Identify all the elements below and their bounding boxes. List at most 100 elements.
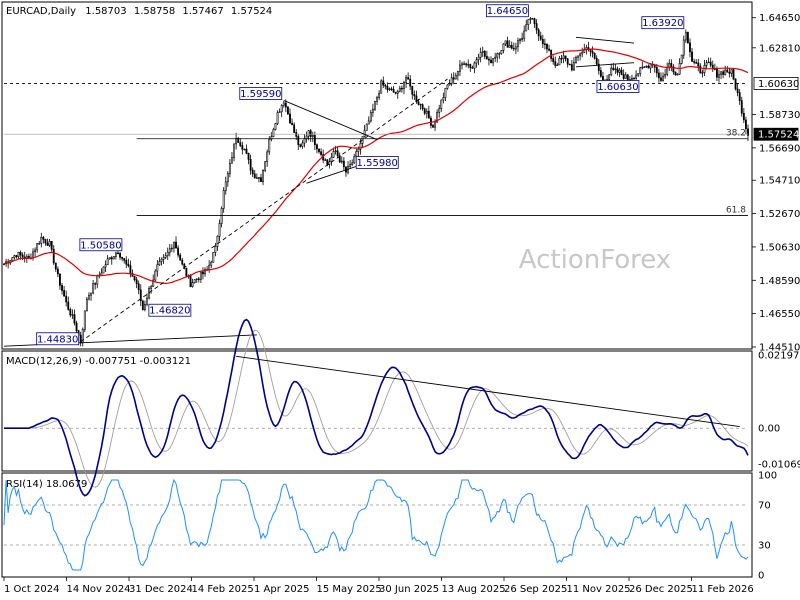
- candle-body: [376, 97, 378, 102]
- candle-body: [693, 61, 696, 63]
- candle-body: [469, 64, 472, 68]
- candle-body: [575, 56, 577, 63]
- ohlc-low: 1.57467: [182, 6, 223, 17]
- candle-body: [301, 142, 304, 147]
- annotation-box: [79, 238, 123, 252]
- candle-body: [620, 69, 623, 75]
- candle-body: [148, 288, 150, 299]
- candle-body: [369, 112, 372, 122]
- candle-body: [114, 252, 117, 257]
- candle-body: [718, 74, 720, 78]
- price-overlays: 38.2 61.8 1.64650 1.63920 1.59590 1.60630 1.55…: [3, 4, 748, 347]
- candle-body: [160, 259, 163, 262]
- candle-body: [450, 77, 453, 84]
- candle-body: [614, 68, 617, 71]
- candle-body: [434, 121, 436, 128]
- date-tick-label: 11 Feb 2026: [692, 584, 754, 595]
- candle-body: [262, 170, 264, 182]
- candle-body: [170, 247, 173, 250]
- candle-body: [386, 85, 389, 90]
- candle-body: [69, 309, 72, 316]
- candle-body: [519, 39, 521, 42]
- candle-body: [705, 62, 708, 66]
- candle-body: [535, 23, 538, 31]
- candle-body: [546, 43, 548, 50]
- candle-body: [135, 279, 138, 285]
- candle-body: [260, 177, 262, 182]
- annotation-label: 1.44830: [37, 334, 78, 345]
- candle-body: [682, 39, 685, 56]
- candle-body: [297, 136, 300, 145]
- candle-body: [649, 63, 652, 69]
- candle-body: [514, 46, 517, 50]
- candle-body: [490, 59, 492, 64]
- candle-body: [282, 102, 285, 106]
- ohlc-close: 1.57524: [231, 6, 272, 17]
- candle-body: [320, 151, 323, 155]
- candle-body: [195, 278, 198, 280]
- candle-body: [63, 290, 66, 297]
- candle-body: [378, 92, 381, 98]
- candle-body: [676, 73, 679, 76]
- candle-body: [624, 74, 627, 79]
- candle-body: [626, 74, 629, 81]
- candle-body: [371, 108, 374, 113]
- candle-body: [398, 87, 401, 92]
- date-tick-label: 26 Sep 2025: [504, 584, 567, 595]
- candle-body: [541, 38, 544, 45]
- candle-body: [216, 236, 219, 247]
- candle-body: [44, 239, 47, 244]
- rsi-tick-label: 100: [758, 471, 777, 482]
- candle-body: [436, 112, 439, 123]
- candle-body: [722, 71, 725, 75]
- candle-body: [728, 71, 731, 74]
- candle-body: [742, 112, 745, 121]
- candle-body: [392, 89, 395, 93]
- candle-body: [19, 252, 22, 256]
- ohlc-high: 1.58758: [134, 6, 175, 17]
- candle-body: [293, 124, 296, 133]
- candle-body: [158, 261, 161, 266]
- candle-body: [152, 279, 155, 287]
- candle-body: [446, 84, 449, 89]
- candle-body: [442, 97, 445, 101]
- candle-body: [382, 80, 385, 86]
- candle-body: [92, 283, 95, 294]
- candle-body: [488, 58, 490, 61]
- date-tick-label: 26 Dec 2025: [629, 584, 693, 595]
- candle-body: [732, 69, 735, 80]
- price-tag-box: [753, 77, 799, 90]
- candle-body: [146, 297, 148, 305]
- candle-body: [264, 161, 267, 171]
- candle-body: [231, 157, 233, 164]
- candle-body: [199, 271, 202, 280]
- macd-tick-label: 0.00: [758, 424, 780, 435]
- price-tick-label: 1.58730: [759, 110, 800, 121]
- candle-body: [334, 150, 337, 152]
- candle-body: [71, 314, 74, 316]
- candle-body: [639, 67, 642, 74]
- candle-body: [738, 92, 741, 101]
- candle-body: [284, 102, 287, 108]
- candle-body: [36, 243, 39, 251]
- candle-body: [483, 51, 486, 57]
- candle-body: [543, 43, 546, 45]
- rsi-tick-label: 70: [758, 501, 771, 512]
- candle-body: [363, 130, 366, 137]
- candle-body: [257, 177, 260, 179]
- candle-body: [340, 160, 343, 163]
- candle-body: [409, 78, 412, 87]
- candle-body: [332, 151, 335, 158]
- candle-body: [90, 292, 92, 296]
- candle-body: [645, 65, 648, 68]
- candle-body: [278, 111, 281, 113]
- candle-body: [726, 69, 729, 73]
- price-tag-label: 1.60630: [758, 79, 799, 90]
- price-tick-label: 1.46550: [759, 309, 800, 320]
- candle-body: [249, 159, 252, 171]
- candle-body: [407, 77, 410, 80]
- candle-body: [740, 100, 743, 114]
- price-tick-label: 1.44510: [759, 343, 800, 354]
- candle-body: [75, 322, 78, 332]
- candle-body: [481, 51, 484, 53]
